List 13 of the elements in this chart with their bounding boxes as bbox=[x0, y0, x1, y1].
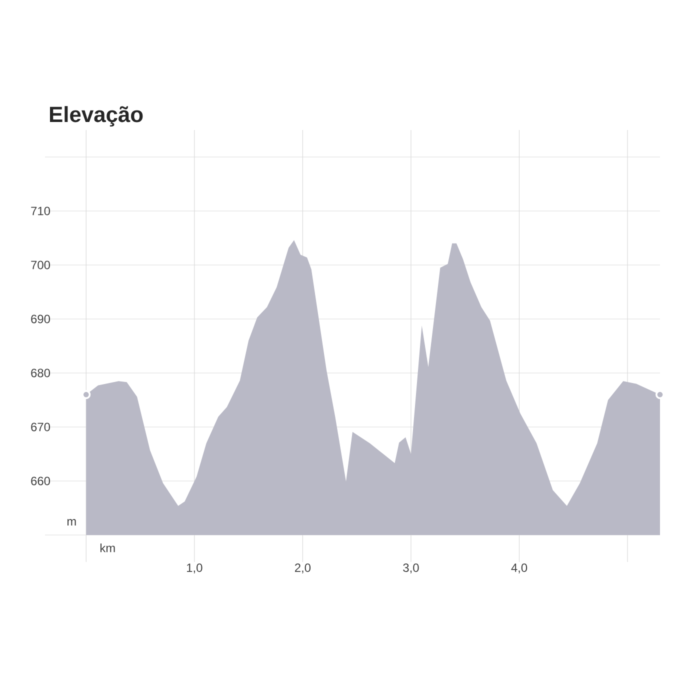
x-tick-label: 3,0 bbox=[403, 564, 419, 574]
y-tick-label: 660 bbox=[31, 476, 50, 486]
y-axis-title: m bbox=[67, 519, 76, 526]
y-tick-label: 690 bbox=[31, 314, 50, 324]
y-tick-label: 680 bbox=[31, 368, 50, 378]
chart-title: Elevação bbox=[50, 106, 143, 127]
x-tick-label: 1,0 bbox=[187, 564, 202, 574]
y-tick-label: 670 bbox=[31, 422, 50, 432]
y-tick-label: 700 bbox=[31, 260, 50, 270]
x-axis-title: km bbox=[100, 544, 115, 552]
x-tick-label: 4,0 bbox=[511, 564, 528, 574]
x-tick-label: 2,0 bbox=[294, 564, 311, 574]
y-tick-label: 710 bbox=[31, 206, 50, 216]
